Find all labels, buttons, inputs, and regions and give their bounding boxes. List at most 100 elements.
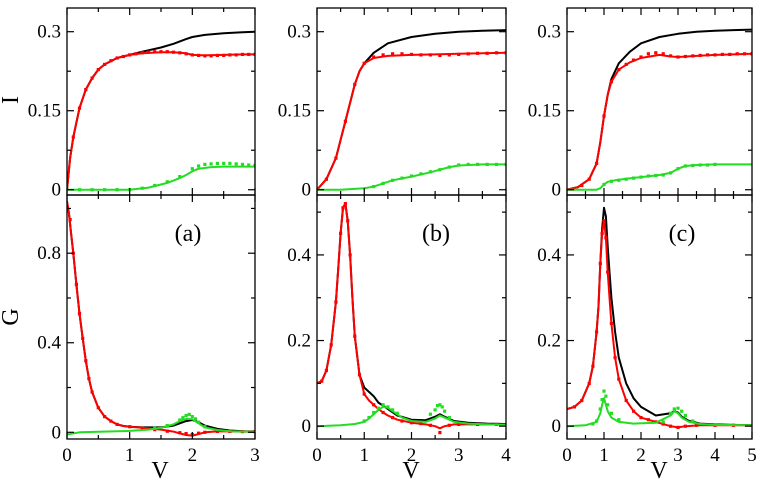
y-tick-label: 0 (302, 180, 312, 201)
data-point-green (153, 183, 157, 188)
data-point-red (669, 424, 673, 428)
data-point-green (103, 188, 107, 192)
y-tick-label: 0.15 (278, 101, 311, 122)
plot-frame (316, 194, 507, 440)
data-point-red (624, 62, 628, 66)
data-point-green (367, 416, 371, 420)
data-point-red (613, 356, 617, 360)
data-point-green (153, 426, 157, 430)
data-point-green (669, 411, 673, 415)
data-point-green (203, 425, 207, 429)
panel-label-c: (c) (669, 221, 696, 247)
data-point-green (419, 172, 423, 176)
data-point-green (447, 165, 451, 169)
data-point-green (381, 181, 385, 185)
x-tick-label: 0 (312, 445, 322, 466)
data-point-green (178, 175, 182, 179)
series-line-green (67, 417, 255, 436)
x-tick-label: 3 (250, 445, 260, 466)
data-point-red (103, 62, 107, 66)
data-point-red (494, 51, 499, 55)
ylabel-bottom: G (0, 308, 24, 325)
y-tick-label: 0 (52, 422, 62, 443)
data-point-red (598, 261, 602, 266)
chart-a-G: 0 1 2 3 0 0.4 0.8 (a) (37, 194, 260, 466)
data-point-red (372, 403, 376, 407)
panel-label-a: (a) (175, 221, 202, 247)
data-point-red (485, 51, 489, 55)
data-point-red (184, 52, 188, 56)
data-point-red (71, 135, 75, 139)
data-point-green (632, 176, 636, 180)
data-point-red (654, 51, 658, 55)
data-point-green (438, 168, 442, 172)
data-point-red (572, 405, 576, 409)
data-point-green (187, 412, 191, 416)
data-point-green (115, 188, 119, 192)
data-point-red (165, 429, 169, 433)
y-tick-label: 0.15 (528, 101, 561, 122)
data-point-green (90, 188, 94, 192)
data-point-green (691, 163, 695, 168)
data-point-red (84, 359, 88, 363)
series-line-green (67, 165, 255, 191)
data-point-green (609, 179, 613, 183)
series-group (567, 206, 752, 429)
series-line-green (567, 163, 752, 191)
series-line-red (567, 219, 752, 429)
data-point-green (676, 406, 680, 410)
data-point-red (234, 53, 238, 57)
data-point-red (639, 416, 643, 420)
data-point-red (190, 53, 194, 57)
data-point-red (353, 82, 357, 86)
data-point-red (134, 52, 138, 56)
data-point-red (197, 431, 201, 435)
data-point-green (234, 162, 238, 166)
data-point-green (372, 410, 376, 415)
data-point-green (165, 424, 169, 428)
y-tick-label: 0 (552, 416, 562, 437)
data-point-red (240, 52, 245, 56)
data-point-red (346, 219, 350, 223)
data-point-red (750, 52, 752, 56)
data-point-green (609, 411, 613, 415)
data-point-red (222, 53, 226, 57)
data-point-green (190, 415, 194, 419)
series-line-black (567, 206, 752, 427)
data-point-green (428, 412, 432, 416)
data-point-red (735, 52, 739, 56)
data-point-green (209, 162, 213, 166)
data-point-red (419, 422, 423, 426)
data-point-green (595, 419, 599, 423)
data-point-green (646, 174, 650, 178)
data-point-red (694, 423, 699, 427)
data-point-red (428, 53, 432, 57)
data-point-red (153, 50, 157, 54)
data-point-green (228, 161, 232, 165)
x-tick-label: 4 (501, 445, 511, 466)
data-point-green (672, 407, 676, 411)
data-point-red (504, 51, 506, 55)
chart-b-I: 0 0.15 0.3 (278, 7, 507, 201)
data-point-red (68, 218, 72, 222)
data-point-red (409, 52, 414, 56)
data-point-red (609, 321, 613, 325)
panel-label-b: (b) (422, 221, 450, 247)
data-point-green (240, 162, 245, 166)
data-point-green (591, 422, 595, 426)
data-point-green (253, 163, 255, 168)
data-point-red (128, 425, 132, 429)
data-point-red (96, 68, 100, 72)
ylabel-top: I (0, 96, 24, 104)
data-point-red (609, 80, 613, 84)
data-point-green (165, 180, 169, 184)
data-point-red (587, 177, 591, 181)
data-point-red (74, 282, 78, 287)
data-point-red (209, 54, 213, 58)
data-point-red (676, 55, 680, 59)
data-point-red (639, 55, 643, 59)
data-point-red (661, 422, 665, 426)
data-point-red (109, 419, 113, 423)
series-group (317, 202, 506, 435)
